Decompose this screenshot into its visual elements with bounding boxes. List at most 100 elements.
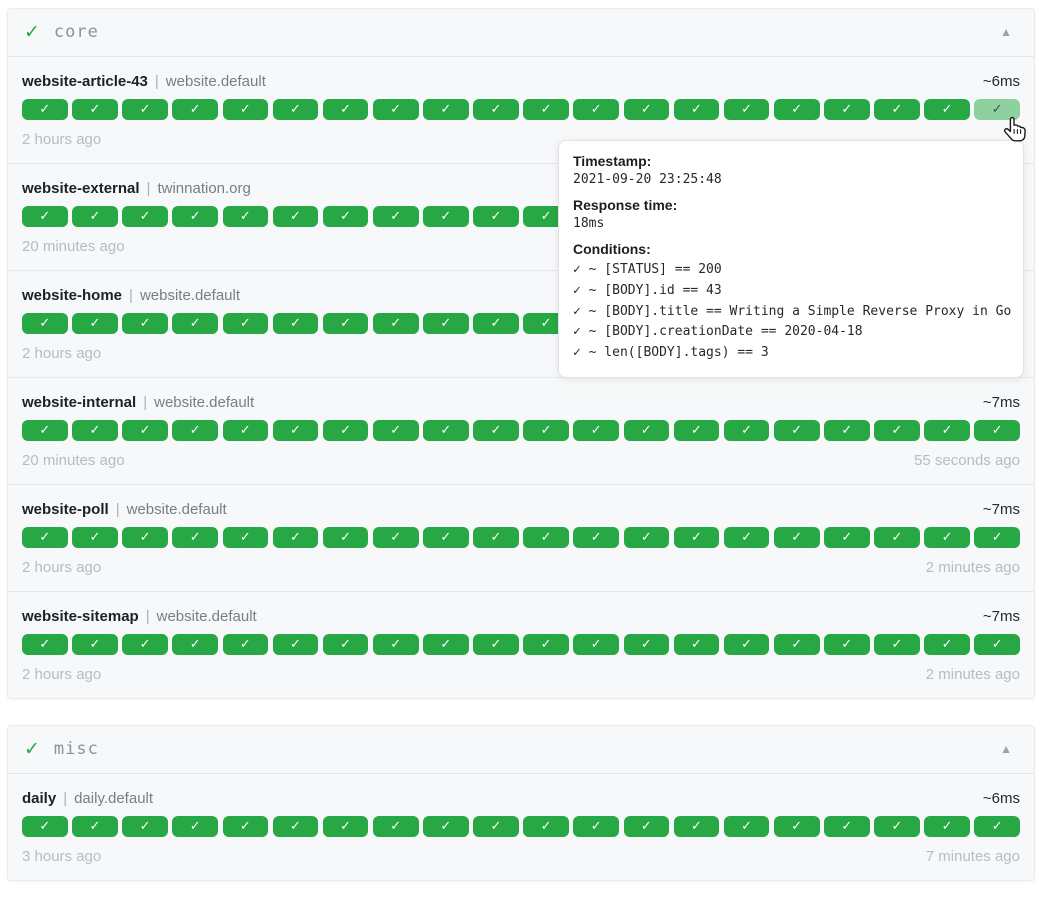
health-check-badge[interactable]: ✓: [473, 420, 519, 441]
health-check-badge[interactable]: ✓: [874, 634, 920, 655]
health-check-badge[interactable]: ✓: [122, 634, 168, 655]
health-check-badge[interactable]: ✓: [322, 420, 369, 441]
health-check-badge[interactable]: ✓: [573, 816, 619, 837]
health-check-badge[interactable]: ✓: [72, 527, 118, 548]
health-check-badge[interactable]: ✓: [974, 527, 1020, 548]
health-check-badge[interactable]: ✓: [473, 313, 519, 334]
health-check-badge[interactable]: ✓: [623, 527, 670, 548]
health-check-badge[interactable]: ✓: [222, 527, 269, 548]
health-check-badge[interactable]: ✓: [72, 634, 118, 655]
health-check-badge[interactable]: ✓: [122, 206, 168, 227]
health-check-badge[interactable]: ✓: [974, 816, 1020, 837]
health-check-badge[interactable]: ✓: [172, 206, 218, 227]
health-check-badge[interactable]: ✓: [272, 313, 319, 334]
health-check-badge[interactable]: ✓: [372, 313, 419, 334]
health-check-badge[interactable]: ✓: [924, 527, 970, 548]
health-check-badge[interactable]: ✓: [22, 420, 68, 441]
health-check-badge[interactable]: ✓: [773, 99, 820, 120]
health-check-badge[interactable]: ✓: [673, 816, 720, 837]
health-check-badge[interactable]: ✓: [423, 99, 469, 120]
health-check-badge[interactable]: ✓: [172, 99, 218, 120]
health-check-badge[interactable]: ✓: [773, 420, 820, 441]
health-check-badge[interactable]: ✓: [974, 99, 1020, 120]
health-check-badge[interactable]: ✓: [423, 634, 469, 655]
health-check-badge[interactable]: ✓: [673, 634, 720, 655]
health-check-badge[interactable]: ✓: [272, 206, 319, 227]
health-check-badge[interactable]: ✓: [22, 313, 68, 334]
health-check-badge[interactable]: ✓: [272, 99, 319, 120]
health-check-badge[interactable]: ✓: [723, 527, 770, 548]
health-check-badge[interactable]: ✓: [122, 99, 168, 120]
health-check-badge[interactable]: ✓: [924, 99, 970, 120]
health-check-badge[interactable]: ✓: [72, 313, 118, 334]
health-check-badge[interactable]: ✓: [172, 816, 218, 837]
health-check-badge[interactable]: ✓: [523, 420, 569, 441]
health-check-badge[interactable]: ✓: [372, 99, 419, 120]
group-header[interactable]: ✓ misc ▲: [8, 726, 1034, 774]
health-check-badge[interactable]: ✓: [673, 99, 720, 120]
health-check-badge[interactable]: ✓: [573, 634, 619, 655]
health-check-badge[interactable]: ✓: [773, 816, 820, 837]
health-check-badge[interactable]: ✓: [473, 634, 519, 655]
health-check-badge[interactable]: ✓: [723, 420, 770, 441]
health-check-badge[interactable]: ✓: [272, 420, 319, 441]
health-check-badge[interactable]: ✓: [172, 420, 218, 441]
health-check-badge[interactable]: ✓: [322, 527, 369, 548]
health-check-badge[interactable]: ✓: [473, 527, 519, 548]
health-check-badge[interactable]: ✓: [172, 527, 218, 548]
health-check-badge[interactable]: ✓: [22, 206, 68, 227]
health-check-badge[interactable]: ✓: [523, 527, 569, 548]
collapse-arrow-icon[interactable]: ▲: [1000, 25, 1012, 39]
health-check-badge[interactable]: ✓: [874, 527, 920, 548]
health-check-badge[interactable]: ✓: [372, 816, 419, 837]
health-check-badge[interactable]: ✓: [723, 99, 770, 120]
health-check-badge[interactable]: ✓: [874, 99, 920, 120]
health-check-badge[interactable]: ✓: [623, 816, 670, 837]
health-check-badge[interactable]: ✓: [22, 99, 68, 120]
health-check-badge[interactable]: ✓: [423, 206, 469, 227]
health-check-badge[interactable]: ✓: [974, 634, 1020, 655]
health-check-badge[interactable]: ✓: [773, 634, 820, 655]
health-check-badge[interactable]: ✓: [222, 99, 269, 120]
health-check-badge[interactable]: ✓: [272, 527, 319, 548]
health-check-badge[interactable]: ✓: [723, 634, 770, 655]
health-check-badge[interactable]: ✓: [824, 420, 870, 441]
health-check-badge[interactable]: ✓: [222, 816, 269, 837]
endpoint-name[interactable]: website-poll: [22, 501, 109, 518]
health-check-badge[interactable]: ✓: [523, 313, 569, 334]
endpoint-name[interactable]: daily: [22, 790, 57, 807]
health-check-badge[interactable]: ✓: [372, 634, 419, 655]
health-check-badge[interactable]: ✓: [824, 99, 870, 120]
health-check-badge[interactable]: ✓: [573, 420, 619, 441]
health-check-badge[interactable]: ✓: [924, 816, 970, 837]
health-check-badge[interactable]: ✓: [272, 816, 319, 837]
health-check-badge[interactable]: ✓: [874, 816, 920, 837]
health-check-badge[interactable]: ✓: [523, 99, 569, 120]
health-check-badge[interactable]: ✓: [473, 816, 519, 837]
health-check-badge[interactable]: ✓: [473, 99, 519, 120]
health-check-badge[interactable]: ✓: [423, 527, 469, 548]
health-check-badge[interactable]: ✓: [473, 206, 519, 227]
health-check-badge[interactable]: ✓: [623, 634, 670, 655]
health-check-badge[interactable]: ✓: [723, 816, 770, 837]
health-check-badge[interactable]: ✓: [172, 313, 218, 334]
health-check-badge[interactable]: ✓: [924, 634, 970, 655]
endpoint-name[interactable]: website-sitemap: [22, 608, 139, 625]
health-check-badge[interactable]: ✓: [22, 527, 68, 548]
health-check-badge[interactable]: ✓: [322, 99, 369, 120]
health-check-badge[interactable]: ✓: [924, 420, 970, 441]
health-check-badge[interactable]: ✓: [372, 420, 419, 441]
endpoint-name[interactable]: website-external: [22, 180, 140, 197]
health-check-badge[interactable]: ✓: [372, 527, 419, 548]
health-check-badge[interactable]: ✓: [222, 206, 269, 227]
health-check-badge[interactable]: ✓: [22, 634, 68, 655]
health-check-badge[interactable]: ✓: [322, 313, 369, 334]
health-check-badge[interactable]: ✓: [824, 527, 870, 548]
health-check-badge[interactable]: ✓: [623, 99, 670, 120]
group-header[interactable]: ✓ core ▲: [8, 9, 1034, 57]
health-check-badge[interactable]: ✓: [122, 527, 168, 548]
health-check-badge[interactable]: ✓: [222, 313, 269, 334]
health-check-badge[interactable]: ✓: [423, 420, 469, 441]
health-check-badge[interactable]: ✓: [22, 816, 68, 837]
endpoint-name[interactable]: website-home: [22, 287, 123, 304]
